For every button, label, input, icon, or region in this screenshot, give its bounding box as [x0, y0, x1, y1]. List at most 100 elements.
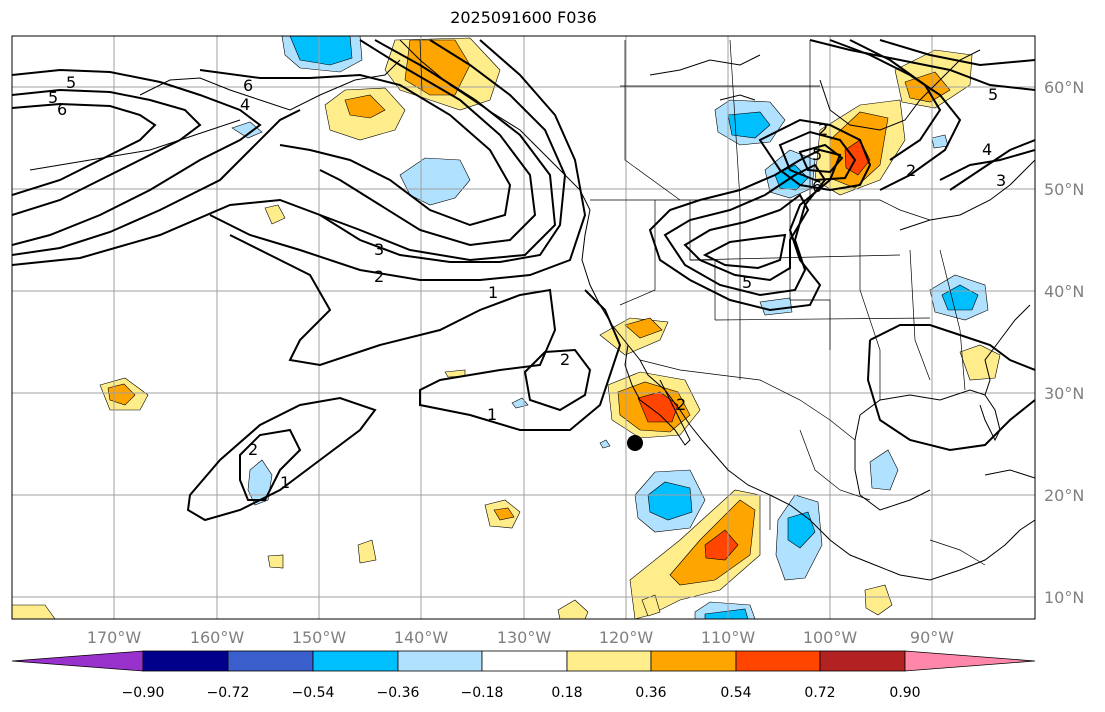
shade-yellow-pac6 — [12, 604, 56, 619]
contour-4 — [12, 109, 301, 256]
contour-label-c4: 6 — [243, 76, 253, 95]
colorbar-label-3: −0.36 — [377, 685, 420, 701]
colorbar-labels: −0.90 −0.72 −0.54 −0.36 −0.18 0.18 0.36 … — [122, 685, 921, 701]
colorbar-label-8: 0.72 — [804, 685, 835, 701]
colorbar-seg-9 — [819, 650, 906, 672]
lat-label-30n: 30°N — [1044, 384, 1084, 403]
colorbar-label-9: 0.90 — [889, 685, 920, 701]
border-states-1 — [619, 200, 656, 306]
border-states-5 — [859, 200, 881, 400]
border-states-11 — [624, 40, 681, 201]
shade-yellow-carib — [864, 584, 893, 616]
contour-label-c14: 5 — [742, 273, 752, 292]
shade-lightblue-small — [231, 121, 263, 139]
shade-blue-bottom — [704, 608, 749, 619]
contour-se-b — [866, 339, 1035, 452]
contour-label-c7: 2 — [374, 267, 384, 286]
contour-label-c9: 2 — [560, 350, 570, 369]
contour-2-pac — [239, 428, 302, 501]
lon-axis: 170°W 160°W 150°W 140°W 130°W 120°W 110°… — [87, 628, 954, 647]
contour-east-c — [849, 39, 942, 161]
shade-orange-pac1 — [107, 383, 136, 406]
contour-east-f — [939, 149, 1035, 181]
border-mexico — [769, 429, 871, 530]
contour-label-c5: 4 — [240, 95, 250, 114]
colorbar-seg-6 — [566, 650, 652, 672]
contour-label-c10: 1 — [487, 405, 497, 424]
colorbar-label-6: 0.36 — [635, 685, 666, 701]
shade-yellow-pac4 — [357, 539, 377, 564]
graticule — [12, 36, 1035, 619]
border-us-canada — [590, 199, 931, 221]
border-states-6 — [689, 254, 901, 261]
border-states-12 — [729, 39, 741, 201]
coast-aleutians — [29, 119, 241, 171]
lat-label-40n: 40°N — [1044, 282, 1084, 301]
shade-lightblue-mid2 — [599, 439, 611, 449]
contour-label-c12: 1 — [280, 473, 290, 492]
contour-label-c17: 2 — [818, 120, 828, 139]
shade-orange-pac3 — [493, 507, 515, 521]
lon-label-160w: 160°W — [190, 628, 245, 647]
contour-label-c16: 5 — [812, 145, 822, 164]
coast-baja — [624, 344, 691, 446]
contour-label-c3: 6 — [57, 100, 67, 119]
coast-hudson — [819, 49, 981, 131]
contour-label-c18: 3 — [996, 171, 1006, 190]
lon-label-130w: 130°W — [497, 628, 552, 647]
contour-6 — [12, 102, 157, 196]
border-states-9 — [939, 249, 966, 391]
contour-label-c2: 5 — [48, 88, 58, 107]
shade-lightblue-sw — [759, 297, 793, 316]
contour-5a — [12, 68, 262, 246]
colorbar-label-7: 0.54 — [720, 685, 751, 701]
colorbar-seg-2 — [227, 650, 314, 672]
contour-label-c6: 3 — [374, 240, 384, 259]
colorbar — [11, 650, 1036, 672]
contour-label-c13: 2 — [676, 395, 686, 414]
lon-label-100w: 100°W — [803, 628, 858, 647]
contour-se — [869, 324, 1035, 371]
colorbar-seg-8 — [735, 650, 821, 672]
shade-red-mex — [704, 529, 739, 561]
lon-label-170w: 170°W — [87, 628, 142, 647]
lat-label-10n: 10°N — [1044, 588, 1084, 607]
colorbar-label-5: 0.18 — [551, 685, 582, 701]
lon-label-120w: 120°W — [599, 628, 654, 647]
lat-label-50n: 50°N — [1044, 180, 1084, 199]
lat-label-20n: 20°N — [1044, 486, 1084, 505]
contour-gulf-b — [319, 39, 557, 262]
shade-blue-mex — [647, 481, 693, 521]
colorbar-under — [11, 650, 144, 672]
contour-label-c11: 2 — [248, 440, 258, 459]
contour-label-c8: 1 — [488, 283, 498, 302]
lon-label-140w: 140°W — [394, 628, 449, 647]
colorbar-seg-4 — [397, 650, 483, 672]
lon-label-110w: 110°W — [701, 628, 756, 647]
lon-label-150w: 150°W — [292, 628, 347, 647]
contour-label-group: 5 5 6 6 4 3 2 1 2 1 2 1 2 5 6 5 2 3 4 5 … — [48, 73, 1006, 492]
location-marker — [627, 435, 643, 451]
colorbar-label-2: −0.54 — [292, 685, 335, 701]
contour-1-pac — [186, 396, 377, 522]
contour-us-d — [702, 233, 787, 270]
colorbar-seg-5 — [481, 650, 568, 672]
contour-label-c1: 5 — [66, 73, 76, 92]
contour-label-c21: 2 — [906, 161, 916, 180]
shade-yellow-pac2 — [264, 204, 286, 225]
contour-label-c15: 6 — [812, 177, 822, 196]
contour-gulf-a — [319, 39, 537, 247]
border-central-am — [929, 539, 986, 566]
contour-east-a — [809, 39, 1035, 91]
contour-5b — [12, 88, 202, 216]
contour-east-e — [879, 39, 1035, 67]
shade-yellow-pac5 — [267, 554, 284, 569]
shaded-anomalies — [12, 36, 1001, 619]
contour-2 — [209, 39, 587, 281]
coast-arctic — [649, 54, 761, 76]
colorbar-label-4: −0.18 — [461, 685, 504, 701]
shade-lightblue-pac — [247, 459, 273, 506]
shade-yellow-sw — [557, 599, 589, 619]
contour-us-a — [648, 148, 842, 312]
